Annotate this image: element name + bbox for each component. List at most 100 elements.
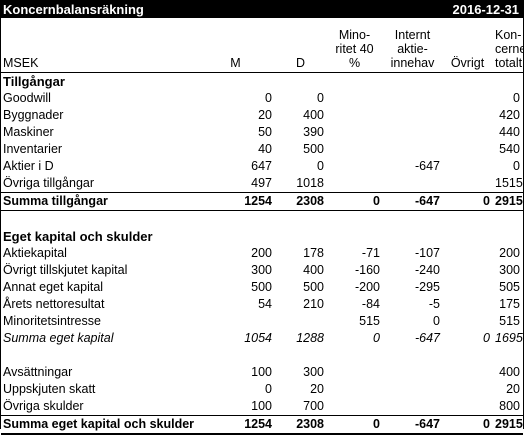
row-label: Summa eget kapital	[3, 331, 114, 345]
cell-m	[197, 313, 275, 330]
cell-m: 0	[265, 91, 272, 105]
row-label: Tillgångar	[3, 74, 65, 89]
cell-m: 1254	[197, 415, 275, 435]
cell-tot: 1695	[495, 331, 523, 345]
cell-min	[327, 175, 383, 193]
cell-d	[275, 228, 327, 245]
cell-d	[275, 73, 327, 91]
cell-int: -647	[383, 415, 443, 435]
cell-oth	[443, 124, 493, 141]
cell-int	[383, 347, 443, 364]
row-label: Byggnader	[3, 108, 64, 122]
header-other: Övrigt	[443, 18, 493, 73]
cell-oth	[443, 211, 493, 229]
cell-tot: 2915	[493, 415, 523, 435]
table-row: Minoritetsintresse 515 0 515	[1, 313, 523, 330]
cell-m: 54	[258, 297, 272, 311]
cell-d	[275, 211, 327, 229]
header-minority: Mino-ritet 40%	[327, 18, 383, 73]
row-label: Aktier i D	[3, 159, 54, 173]
cell-min	[327, 158, 383, 175]
header-internal: Internt aktie-innehav	[383, 18, 443, 73]
spacer-row	[1, 211, 523, 229]
equity-sum-row: Summa eget kapital 1054 1288 0 -647 0 1695	[1, 330, 523, 347]
cell-d: 300	[303, 365, 324, 379]
cell-oth	[443, 175, 493, 193]
table-row: Goodwill 0 0 0	[1, 90, 523, 107]
cell-oth	[443, 90, 493, 107]
cell-m: 100	[251, 399, 272, 413]
cell-int: 0	[433, 314, 440, 328]
cell-min: -160	[354, 263, 380, 277]
cell-m	[197, 347, 275, 364]
row-label	[1, 211, 197, 229]
cell-int	[383, 228, 443, 245]
row-label: Summa eget kapital och skulder	[1, 415, 197, 435]
cell-tot: 540	[499, 142, 520, 156]
cell-tot: 0	[513, 159, 520, 173]
row-label: Minoritetsintresse	[3, 314, 101, 328]
cell-min	[327, 107, 383, 124]
row-label: Summa tillgångar	[1, 192, 197, 211]
cell-tot: 440	[499, 125, 520, 139]
cell-min: -200	[354, 280, 380, 294]
header-d: D	[275, 18, 327, 73]
cell-oth: 0	[483, 331, 490, 345]
cell-int	[383, 141, 443, 158]
cell-int	[383, 124, 443, 141]
cell-m: 647	[251, 159, 272, 173]
row-label: Aktiekapital	[3, 246, 67, 260]
cell-d: 390	[303, 125, 324, 139]
header-row: MSEK M D Mino-ritet 40% Internt aktie-inn…	[1, 18, 523, 73]
cell-m: 200	[251, 246, 272, 260]
spacer-row	[1, 347, 523, 364]
row-label: Inventarier	[3, 142, 63, 156]
cell-int: -295	[414, 280, 440, 294]
cell-oth	[443, 73, 493, 91]
cell-int: -240	[414, 263, 440, 277]
cell-tot: 400	[499, 365, 520, 379]
table-row: Annat eget kapital 500 500 -200 -295 505	[1, 279, 523, 296]
table-row: Uppskjuten skatt 0 20 20	[1, 381, 523, 398]
cell-d: 0	[317, 91, 324, 105]
cell-oth	[443, 262, 493, 279]
cell-m: 50	[258, 125, 272, 139]
cell-min: 515	[359, 314, 380, 328]
cell-d: 500	[303, 280, 324, 294]
table-row: Övrigt tillskjutet kapital 300 400 -160 -240…	[1, 262, 523, 279]
table-row: Aktier i D 647 0 -647 0	[1, 158, 523, 175]
cell-oth	[443, 228, 493, 245]
cell-oth: 0	[443, 192, 493, 211]
cell-tot: 20	[506, 382, 520, 396]
cell-d: 400	[303, 263, 324, 277]
row-label: Goodwill	[3, 91, 51, 105]
cell-tot: 0	[513, 91, 520, 105]
cell-d: 2308	[275, 192, 327, 211]
cell-int	[383, 398, 443, 416]
cell-d: 178	[303, 246, 324, 260]
row-label: Övrigt tillskjutet kapital	[3, 263, 128, 277]
cell-d: 210	[303, 297, 324, 311]
cell-d: 1018	[296, 176, 324, 190]
cell-d	[275, 347, 327, 364]
cell-min: -84	[361, 297, 380, 311]
cell-m: 497	[251, 176, 272, 190]
cell-min	[327, 381, 383, 398]
cell-min	[327, 347, 383, 364]
header-group-total: Kon-cernentotalt	[493, 18, 523, 73]
cell-int: -647	[383, 192, 443, 211]
cell-tot: 2915	[493, 192, 523, 211]
table-row: Årets nettoresultat 54 210 -84 -5 175	[1, 296, 523, 313]
cell-tot	[493, 211, 523, 229]
cell-d: 1288	[296, 331, 324, 345]
cell-m: 0	[265, 382, 272, 396]
cell-min: 0	[327, 192, 383, 211]
cell-d: 20	[310, 382, 324, 396]
cell-min	[327, 141, 383, 158]
cell-oth	[443, 296, 493, 313]
cell-int	[383, 175, 443, 193]
row-label: Maskiner	[3, 125, 54, 139]
cell-m: 1054	[244, 331, 272, 345]
cell-min: -71	[361, 246, 380, 260]
